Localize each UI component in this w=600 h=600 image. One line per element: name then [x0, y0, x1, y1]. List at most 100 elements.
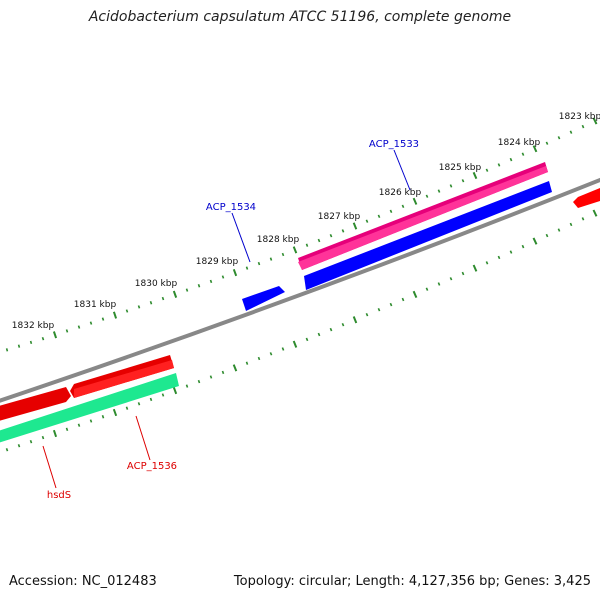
inner-tick: [352, 316, 358, 324]
kbp-label-1827: 1827 kbp: [318, 212, 361, 222]
gene-acp-1534[interactable]: [242, 286, 285, 311]
kbp-label-1825: 1825 kbp: [439, 163, 482, 173]
inner-tick: [172, 386, 178, 395]
gene-red-left-2[interactable]: [0, 387, 71, 422]
inner-tick: [257, 356, 261, 361]
inner-tick: [425, 287, 429, 291]
inner-tick: [377, 307, 381, 312]
inner-tick: [472, 264, 478, 272]
inner-tick: [5, 448, 9, 452]
inner-tick: [329, 327, 333, 332]
gene-acp-1533[interactable]: [298, 162, 548, 270]
kbp-label-1830: 1830 kbp: [135, 279, 178, 289]
inner-tick: [497, 255, 501, 260]
outer-tick: [401, 204, 405, 209]
inner-tick: [569, 222, 573, 227]
outer-tick: [437, 189, 441, 193]
inner-tick: [401, 297, 405, 302]
inner-tick: [305, 337, 309, 342]
accession-text: Accession: NC_012483: [9, 574, 157, 589]
inner-tick: [461, 271, 465, 276]
inner-tick: [137, 402, 141, 406]
outer-tick: [509, 157, 513, 162]
inner-tick: [185, 384, 189, 388]
inner-tick: [232, 364, 238, 372]
inner-tick: [101, 415, 105, 419]
outer-tick: [497, 163, 501, 167]
gene-label-acp-1533[interactable]: ACP_1533: [369, 139, 419, 150]
inner-tick: [112, 408, 118, 417]
inner-tick: [437, 282, 441, 286]
outer-tick-row: [5, 117, 598, 352]
gene-red-left-1[interactable]: [70, 355, 174, 398]
outer-tick: [412, 197, 418, 205]
outer-tick: [161, 296, 165, 301]
outer-tick: [41, 336, 45, 341]
gene-label-acp-1534[interactable]: ACP_1534: [206, 202, 256, 213]
outer-tick: [472, 171, 478, 180]
outer-tick: [65, 329, 69, 333]
outer-tick: [5, 348, 9, 352]
gene-label-acp-1536[interactable]: ACP_1536: [127, 461, 177, 472]
inner-tick: [245, 361, 249, 365]
inner-tick: [292, 340, 298, 348]
outer-tick: [101, 317, 105, 321]
kbp-label-1824: 1824 kbp: [498, 138, 541, 148]
outer-tick: [149, 301, 153, 305]
outer-tick: [581, 124, 585, 129]
inner-tick: [209, 375, 213, 379]
outer-tick: [569, 130, 573, 134]
inner-tick: [557, 228, 561, 232]
outer-tick: [232, 268, 238, 277]
outer-tick: [281, 252, 285, 257]
outer-tick: [329, 233, 333, 238]
outer-tick: [449, 184, 453, 188]
outer-tick: [257, 261, 261, 266]
outer-tick: [17, 344, 21, 348]
inner-tick: [509, 250, 513, 254]
inner-tick: [581, 217, 585, 221]
inner-tick: [341, 322, 345, 327]
gene-right-edge-red[interactable]: [573, 188, 600, 208]
outer-tick: [377, 214, 381, 219]
outer-tick: [317, 238, 321, 243]
outer-tick: [29, 340, 33, 345]
inner-tick: [149, 397, 153, 402]
outer-tick: [292, 246, 298, 254]
inner-tick: [29, 439, 33, 444]
inner-tick: [365, 312, 369, 317]
inner-tick: [592, 209, 598, 217]
outer-tick: [52, 331, 58, 339]
inner-tick: [197, 379, 201, 384]
inner-tick: [412, 290, 418, 299]
inner-tick: [41, 435, 45, 440]
kbp-label-1832: 1832 kbp: [12, 321, 55, 331]
kbp-label-1829: 1829 kbp: [196, 257, 239, 267]
outer-tick: [425, 194, 429, 198]
inner-tick: [52, 429, 58, 438]
outer-tick: [245, 266, 249, 270]
outer-tick: [341, 229, 345, 233]
map-title: Acidobacterium capsulatum ATCC 51196, co…: [88, 9, 512, 25]
gene-blue-long[interactable]: [304, 181, 552, 290]
inner-tick: [125, 406, 129, 410]
outer-tick: [269, 257, 273, 261]
inner-tick: [317, 332, 321, 337]
inner-tick: [545, 233, 549, 238]
outer-tick: [557, 136, 561, 140]
outer-tick: [209, 279, 213, 284]
outer-tick: [77, 325, 81, 329]
outer-tick: [592, 117, 598, 125]
gene-label-hsds[interactable]: hsdS: [47, 490, 71, 501]
kbp-label-1831: 1831 kbp: [74, 300, 117, 310]
outer-tick: [89, 321, 93, 325]
genome-backbone: [0, 177, 600, 403]
outer-tick: [197, 284, 201, 288]
outer-tick: [485, 168, 489, 172]
outer-tick: [545, 141, 549, 145]
gene-acp-1536[interactable]: [0, 373, 179, 444]
outer-tick: [461, 179, 465, 183]
genome-summary-text: Topology: circular; Length: 4,127,356 bp…: [233, 574, 591, 589]
inner-tick: [485, 261, 489, 265]
